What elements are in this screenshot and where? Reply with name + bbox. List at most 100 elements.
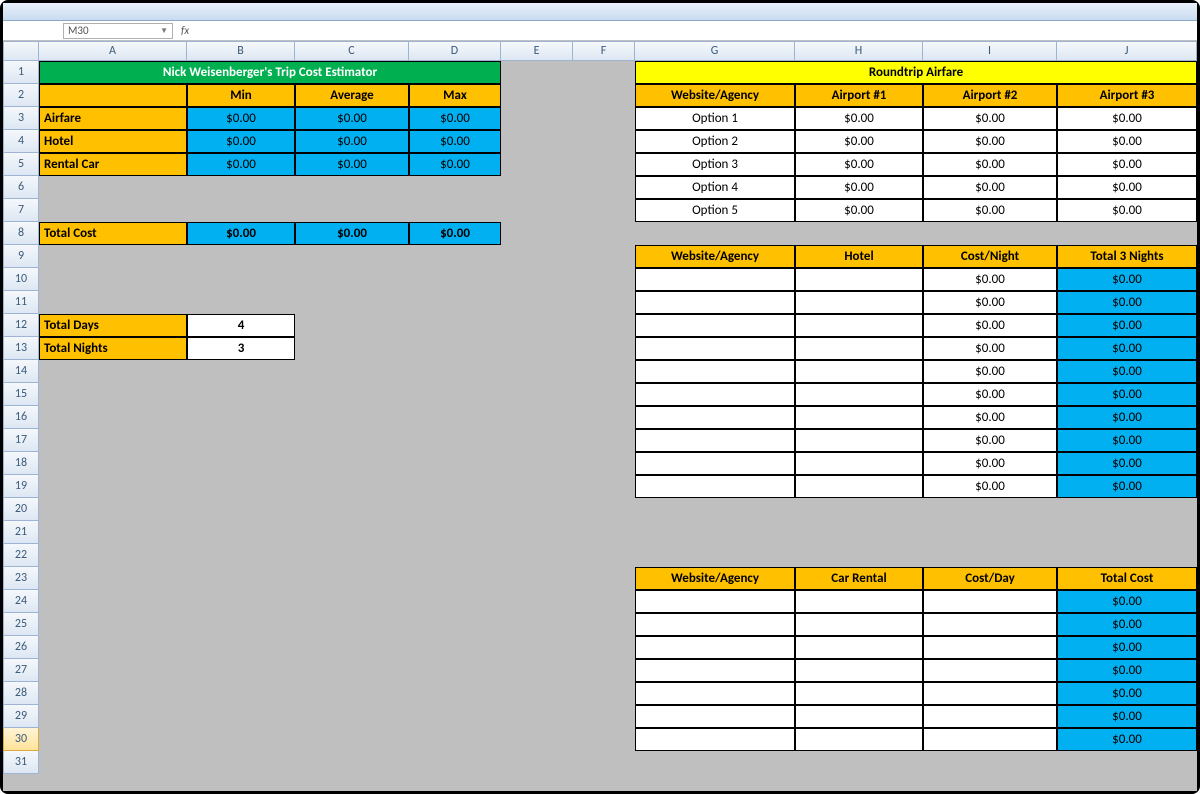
hotel-cost-night[interactable]: $0.00 (923, 452, 1057, 475)
summary-blank-header[interactable] (39, 84, 187, 107)
airfare-price[interactable]: $0.00 (795, 107, 923, 130)
hotel-cost-night[interactable]: $0.00 (923, 429, 1057, 452)
hotel-cost-night[interactable]: $0.00 (923, 406, 1057, 429)
hotel-total[interactable]: $0.00 (1057, 314, 1197, 337)
airfare-price[interactable]: $0.00 (1057, 176, 1197, 199)
hotel-name[interactable] (795, 452, 923, 475)
hotel-agency[interactable] (635, 291, 795, 314)
car-agency[interactable] (635, 636, 795, 659)
row-header-1[interactable]: 1 (3, 61, 39, 84)
row-header-27[interactable]: 27 (3, 659, 39, 682)
total-nights-value[interactable]: 3 (187, 337, 295, 360)
summary-value[interactable]: $0.00 (295, 107, 409, 130)
hotel-name[interactable] (795, 383, 923, 406)
airfare-price[interactable]: $0.00 (923, 199, 1057, 222)
summary-value[interactable]: $0.00 (409, 107, 501, 130)
row-header-26[interactable]: 26 (3, 636, 39, 659)
car-total[interactable]: $0.00 (1057, 659, 1197, 682)
row-header-12[interactable]: 12 (3, 314, 39, 337)
summary-row-label[interactable]: Rental Car (39, 153, 187, 176)
airfare-price[interactable]: $0.00 (923, 176, 1057, 199)
airfare-price[interactable]: $0.00 (795, 153, 923, 176)
airfare-option[interactable]: Option 3 (635, 153, 795, 176)
car-name[interactable] (795, 682, 923, 705)
row-header-7[interactable]: 7 (3, 199, 39, 222)
hotel-name[interactable] (795, 291, 923, 314)
summary-value[interactable]: $0.00 (409, 130, 501, 153)
hotel-name[interactable] (795, 429, 923, 452)
car-agency[interactable] (635, 728, 795, 751)
car-cost-day[interactable] (923, 613, 1057, 636)
summary-row-label[interactable]: Hotel (39, 130, 187, 153)
row-header-31[interactable]: 31 (3, 751, 39, 774)
airfare-price[interactable]: $0.00 (1057, 153, 1197, 176)
hotel-header[interactable]: Total 3 Nights (1057, 245, 1197, 268)
car-total[interactable]: $0.00 (1057, 636, 1197, 659)
car-header[interactable]: Car Rental (795, 567, 923, 590)
airfare-price[interactable]: $0.00 (1057, 199, 1197, 222)
car-header[interactable]: Cost/Day (923, 567, 1057, 590)
hotel-cost-night[interactable]: $0.00 (923, 291, 1057, 314)
hotel-total[interactable]: $0.00 (1057, 337, 1197, 360)
col-header-G[interactable]: G (635, 41, 795, 61)
total-cost-value[interactable]: $0.00 (187, 222, 295, 245)
name-box[interactable]: M30 ▼ (63, 23, 173, 39)
hotel-name[interactable] (795, 337, 923, 360)
hotel-agency[interactable] (635, 406, 795, 429)
total-cost-value[interactable]: $0.00 (409, 222, 501, 245)
airfare-price[interactable]: $0.00 (923, 153, 1057, 176)
car-agency[interactable] (635, 590, 795, 613)
row-header-23[interactable]: 23 (3, 567, 39, 590)
row-header-2[interactable]: 2 (3, 84, 39, 107)
car-cost-day[interactable] (923, 590, 1057, 613)
airfare-option[interactable]: Option 2 (635, 130, 795, 153)
hotel-name[interactable] (795, 268, 923, 291)
total-days-value[interactable]: 4 (187, 314, 295, 337)
row-header-25[interactable]: 25 (3, 613, 39, 636)
car-agency[interactable] (635, 659, 795, 682)
hotel-agency[interactable] (635, 429, 795, 452)
col-header-I[interactable]: I (923, 41, 1057, 61)
row-header-3[interactable]: 3 (3, 107, 39, 130)
car-header[interactable]: Total Cost (1057, 567, 1197, 590)
car-name[interactable] (795, 590, 923, 613)
hotel-agency[interactable] (635, 383, 795, 406)
row-header-17[interactable]: 17 (3, 429, 39, 452)
car-cost-day[interactable] (923, 728, 1057, 751)
hotel-agency[interactable] (635, 337, 795, 360)
row-header-4[interactable]: 4 (3, 130, 39, 153)
airfare-price[interactable]: $0.00 (795, 176, 923, 199)
hotel-header[interactable]: Cost/Night (923, 245, 1057, 268)
row-header-8[interactable]: 8 (3, 222, 39, 245)
hotel-total[interactable]: $0.00 (1057, 291, 1197, 314)
hotel-total[interactable]: $0.00 (1057, 360, 1197, 383)
hotel-total[interactable]: $0.00 (1057, 383, 1197, 406)
airfare-price[interactable]: $0.00 (923, 130, 1057, 153)
row-header-15[interactable]: 15 (3, 383, 39, 406)
row-header-13[interactable]: 13 (3, 337, 39, 360)
airfare-header[interactable]: Airport #3 (1057, 84, 1197, 107)
car-cost-day[interactable] (923, 682, 1057, 705)
formula-input[interactable] (197, 23, 1197, 39)
car-name[interactable] (795, 705, 923, 728)
car-name[interactable] (795, 659, 923, 682)
hotel-total[interactable]: $0.00 (1057, 406, 1197, 429)
hotel-name[interactable] (795, 406, 923, 429)
summary-value[interactable]: $0.00 (187, 107, 295, 130)
car-cost-day[interactable] (923, 659, 1057, 682)
car-total[interactable]: $0.00 (1057, 705, 1197, 728)
car-agency[interactable] (635, 682, 795, 705)
hotel-total[interactable]: $0.00 (1057, 268, 1197, 291)
total-cost-label[interactable]: Total Cost (39, 222, 187, 245)
summary-value[interactable]: $0.00 (295, 130, 409, 153)
row-header-16[interactable]: 16 (3, 406, 39, 429)
airfare-price[interactable]: $0.00 (1057, 107, 1197, 130)
summary-value[interactable]: $0.00 (187, 130, 295, 153)
hotel-cost-night[interactable]: $0.00 (923, 314, 1057, 337)
row-header-29[interactable]: 29 (3, 705, 39, 728)
row-header-21[interactable]: 21 (3, 521, 39, 544)
car-agency[interactable] (635, 613, 795, 636)
car-cost-day[interactable] (923, 705, 1057, 728)
col-header-D[interactable]: D (409, 41, 501, 61)
hotel-agency[interactable] (635, 268, 795, 291)
